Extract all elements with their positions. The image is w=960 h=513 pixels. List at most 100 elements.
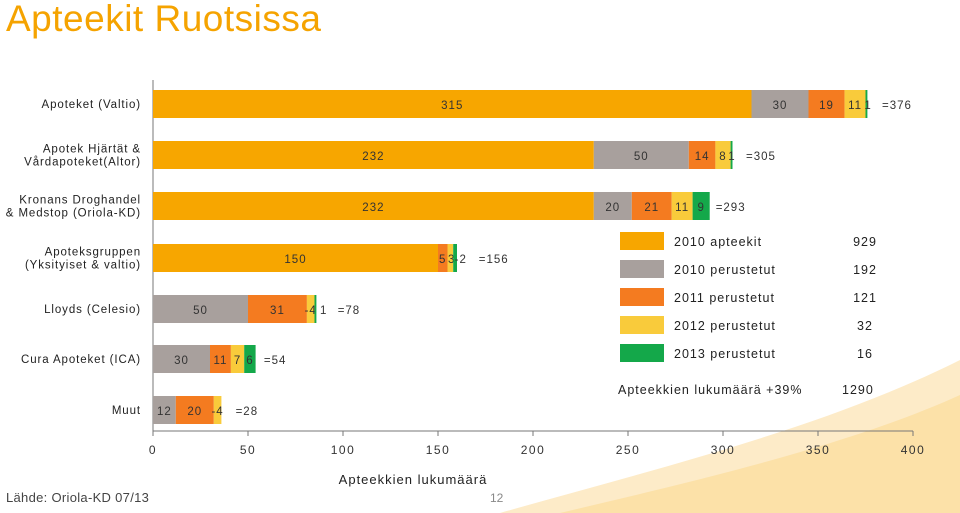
legend-swatch (620, 232, 664, 250)
bar-value-label: 19 (819, 100, 834, 112)
bar-value-label: 232 (362, 151, 384, 163)
x-axis-label: Apteekkien lukumäärä (339, 472, 488, 487)
bar-segment (844, 90, 866, 118)
category-label: Apotek Hjärtät & (43, 144, 141, 156)
bar-value-label: 12 (157, 406, 172, 418)
x-tick-label: 300 (711, 443, 736, 457)
growth-label: Apteekkien lukumäärä +39% (618, 383, 803, 397)
bar-value-label: 20 (187, 406, 202, 418)
bar-value-label: 150 (284, 254, 306, 266)
category-label: Cura Apoteket (ICA) (21, 354, 141, 366)
category-label: Kronans Droghandel (19, 195, 141, 207)
bar-segment (438, 244, 448, 272)
bar-value-label: 11 (675, 202, 689, 214)
bar-segment (248, 295, 307, 323)
legend-label: 2013 perustetut (674, 347, 776, 361)
legend-label: 2012 perustetut (674, 319, 776, 333)
bar-segment (593, 192, 632, 220)
bar-segment (314, 295, 317, 323)
bar-segment (865, 90, 868, 118)
legend-swatch (620, 288, 664, 306)
bar-value-label: 9 (697, 202, 704, 214)
bar-segment (751, 90, 809, 118)
x-tick-label: 350 (806, 443, 831, 457)
category-label: & Medstop (Oriola-KD) (6, 208, 141, 220)
page-title: Apteekit Ruotsissa (6, 0, 322, 39)
category-label: Muut (112, 405, 141, 417)
bar-value-label: 21 (644, 202, 659, 214)
bar-value-label: 3 (448, 254, 455, 266)
bar-value-label: -4 (305, 305, 317, 317)
x-tick-label: 50 (240, 443, 256, 457)
bar-value-label: 31 (270, 305, 285, 317)
bar-segment (244, 345, 256, 373)
bar-segment (671, 192, 693, 220)
category-label: Vårdapoteket(Altor) (24, 157, 141, 169)
bar-segment (153, 192, 594, 220)
legend-swatch (620, 260, 664, 278)
x-tick-label: 150 (426, 443, 451, 457)
category-label: Apoteksgruppen (45, 247, 141, 259)
bar-total-label: =305 (746, 151, 776, 163)
bar-value-label: 20 (605, 202, 620, 214)
x-tick-label: 250 (616, 443, 641, 457)
x-tick-label: 400 (901, 443, 926, 457)
growth-total: 1290 (842, 383, 874, 397)
bar-segment (153, 396, 176, 424)
legend-count: 121 (853, 291, 877, 305)
bar-value-label: 5 (439, 254, 446, 266)
x-tick-label: 0 (149, 443, 157, 457)
bar-value-label: 11 (848, 100, 862, 112)
bar-segment (153, 295, 248, 323)
bar-segment (153, 244, 438, 272)
bar-value-label: 30 (174, 355, 189, 367)
bar-segment (306, 295, 315, 323)
bar-segment (230, 345, 245, 373)
bar-value-label: 30 (773, 100, 788, 112)
bar-segment (213, 396, 222, 424)
bar-segment (447, 244, 454, 272)
bar-segment (453, 244, 457, 272)
legend-count: 192 (853, 263, 877, 277)
legend-swatch (620, 344, 664, 362)
legend-count: 16 (857, 347, 873, 361)
bar-segment (730, 141, 733, 169)
bar-total-label: =28 (236, 406, 259, 418)
bar-value-label: 6 (246, 355, 253, 367)
legend-item-2012-perustetut: 2012 perustetut 32 (620, 316, 920, 336)
x-tick-label: 100 (331, 443, 356, 457)
bar-segment (153, 141, 594, 169)
bar-value-label: -2 (455, 254, 467, 266)
bar-segment (175, 396, 214, 424)
legend-item-2010-apteekit: 2010 apteekit 929 (620, 232, 920, 252)
bar-value-label: 7 (234, 355, 241, 367)
bar-segment (153, 90, 752, 118)
category-label: Apoteket (Valtio) (42, 99, 141, 111)
bar-segment (631, 192, 672, 220)
x-tick-label: 200 (521, 443, 546, 457)
bar-segment (692, 192, 710, 220)
bar-total-label: =78 (338, 305, 361, 317)
bar-total-label: =54 (264, 355, 287, 367)
legend-label: 2010 apteekit (674, 235, 763, 249)
category-label: Lloyds (Celesio) (44, 304, 141, 316)
bar-value-label: 50 (634, 151, 649, 163)
bar-value-label: 232 (362, 202, 384, 214)
legend-swatch (620, 316, 664, 334)
bar-total-label: =376 (882, 100, 912, 112)
bar-value-label: 11 (213, 355, 227, 367)
legend-item-2011-perustetut: 2011 perustetut 121 (620, 288, 920, 308)
bar-total-label: =156 (479, 254, 509, 266)
bar-total-label: =293 (716, 202, 746, 214)
bar-value-label: 1 (728, 151, 735, 163)
bar-value-label: 1 (320, 305, 327, 317)
bar-segment (210, 345, 231, 373)
legend-count: 929 (853, 235, 877, 249)
bar-value-label: -4 (211, 406, 223, 418)
bar-segment (715, 141, 731, 169)
bar-value-label: 50 (193, 305, 208, 317)
bar-segment (688, 141, 716, 169)
bar-segment (153, 345, 210, 373)
legend-item-2010-perustetut: 2010 perustetut 192 (620, 260, 920, 280)
